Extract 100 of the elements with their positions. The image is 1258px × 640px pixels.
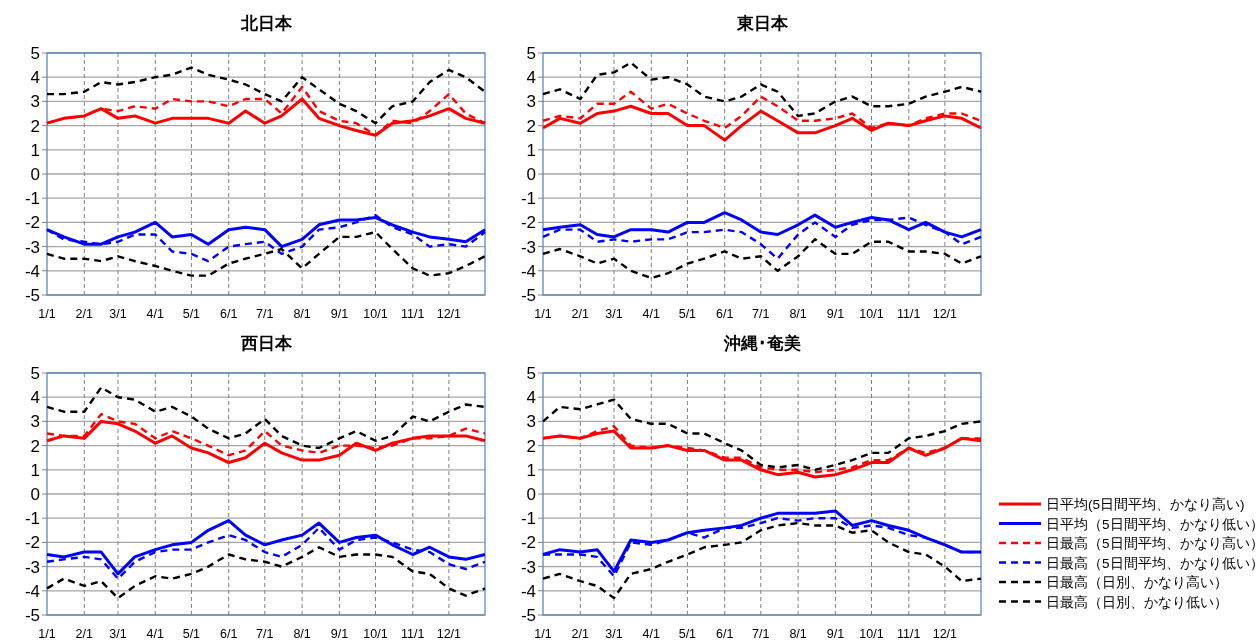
- x-tick-label: 5/1: [182, 627, 201, 640]
- line-series: [541, 521, 983, 600]
- y-tick-label: 0: [30, 165, 40, 184]
- y-tick-label: 5: [30, 44, 40, 63]
- x-tick-label: 2/1: [571, 307, 590, 321]
- y-tick-label: -5: [24, 606, 40, 625]
- y-tick-label: -4: [24, 581, 40, 601]
- line-series: [541, 61, 983, 118]
- x-tick-label: 3/1: [109, 307, 127, 321]
- x-tick-label: 9/1: [826, 627, 845, 640]
- y-tick-label: -2: [24, 213, 40, 233]
- x-tick-label: 11/1: [897, 627, 921, 640]
- x-tick-label: 2/1: [75, 627, 94, 640]
- y-tick-label: 1: [526, 460, 536, 480]
- y-tick-label: 3: [526, 92, 536, 112]
- x-tick-label: 4/1: [146, 627, 165, 640]
- x-tick-label: 8/1: [789, 307, 807, 321]
- x-tick-label: 5/1: [182, 307, 201, 321]
- x-tick-label: 11/1: [401, 627, 425, 640]
- line-series: [45, 386, 487, 450]
- y-tick-label: 5: [526, 364, 536, 383]
- x-tick-label: 12/1: [932, 307, 958, 321]
- x-tick-label: 8/1: [293, 627, 311, 640]
- y-tick-label: -1: [520, 509, 536, 529]
- x-tick-label: 2/1: [75, 307, 94, 321]
- y-tick-label: -2: [520, 213, 536, 233]
- x-tick-label: 1/1: [38, 307, 56, 321]
- y-tick-label: -5: [24, 286, 40, 305]
- y-tick-label: -1: [24, 189, 40, 209]
- x-tick-label: 5/1: [678, 627, 697, 640]
- x-tick-label: 4/1: [642, 307, 661, 321]
- x-tick-label: 10/1: [859, 627, 884, 640]
- y-tick-label: 2: [30, 436, 40, 456]
- x-tick-label: 1/1: [534, 307, 552, 321]
- y-tick-label: 4: [526, 68, 536, 88]
- legend-label: 日最高（日別、かなり低い）: [1046, 594, 1228, 610]
- line-series: [45, 230, 487, 277]
- legend-label: 日平均(5日間平均、かなり高い): [1046, 497, 1245, 512]
- y-tick-label: 2: [526, 116, 536, 136]
- legend-label: 日平均（5日間平均、かなり低い）: [1046, 516, 1258, 532]
- x-tick-label: 5/1: [678, 307, 697, 321]
- chart-title: 東日本: [735, 14, 789, 33]
- y-tick-label: 1: [30, 460, 40, 480]
- chart-title: 沖縄･奄美: [722, 334, 801, 353]
- x-tick-label: 10/1: [859, 307, 884, 321]
- x-tick-label: 7/1: [256, 627, 274, 640]
- legend-label: 日最高（5日間平均、かなり低い）: [1046, 555, 1258, 571]
- y-tick-label: -4: [24, 261, 40, 281]
- x-tick-label: 9/1: [826, 307, 845, 321]
- x-tick-label: 12/1: [436, 627, 462, 640]
- x-tick-label: 6/1: [220, 627, 238, 640]
- y-tick-label: -1: [24, 509, 40, 529]
- x-tick-label: 4/1: [642, 627, 661, 640]
- y-tick-label: -5: [520, 286, 536, 305]
- x-tick-label: 2/1: [571, 627, 590, 640]
- y-tick-label: -3: [520, 237, 536, 257]
- y-tick-label: 2: [526, 436, 536, 456]
- y-tick-label: -4: [520, 581, 536, 601]
- x-tick-label: 11/1: [897, 307, 921, 321]
- y-tick-label: 5: [526, 44, 536, 63]
- y-tick-label: -5: [520, 606, 536, 625]
- line-series: [45, 519, 487, 576]
- y-tick-label: 1: [526, 140, 536, 160]
- x-tick-label: 8/1: [789, 627, 807, 640]
- x-tick-label: 1/1: [38, 627, 56, 640]
- x-tick-label: 6/1: [716, 627, 734, 640]
- line-series: [541, 398, 983, 471]
- y-tick-label: 3: [30, 92, 40, 112]
- y-tick-label: -3: [520, 557, 536, 577]
- line-series: [45, 66, 487, 125]
- y-tick-label: -1: [520, 189, 536, 209]
- y-tick-label: -2: [520, 533, 536, 553]
- legend-label: 日最高（5日間平均、かなり高い）: [1046, 536, 1258, 551]
- y-tick-label: 3: [526, 412, 536, 432]
- x-tick-label: 3/1: [605, 307, 623, 321]
- y-tick-label: -3: [24, 237, 40, 257]
- y-tick-label: 1: [30, 140, 40, 160]
- line-series: [45, 546, 487, 600]
- x-tick-label: 12/1: [932, 627, 958, 640]
- y-tick-label: -4: [520, 261, 536, 281]
- y-tick-label: 4: [30, 388, 40, 408]
- line-series: [541, 238, 983, 280]
- x-tick-label: 7/1: [752, 627, 770, 640]
- chart-title: 北日本: [239, 14, 293, 33]
- chart-title: 西日本: [239, 334, 293, 353]
- y-tick-label: 2: [30, 116, 40, 136]
- y-tick-label: 0: [526, 165, 536, 184]
- y-tick-label: 4: [30, 68, 40, 88]
- x-tick-label: 9/1: [330, 307, 349, 321]
- x-tick-label: 12/1: [436, 307, 462, 321]
- y-tick-label: -3: [24, 557, 40, 577]
- x-tick-label: 11/1: [401, 307, 425, 321]
- y-tick-label: 5: [30, 364, 40, 383]
- y-tick-label: -2: [24, 533, 40, 553]
- x-tick-label: 6/1: [716, 307, 734, 321]
- x-tick-label: 7/1: [752, 307, 770, 321]
- y-tick-label: 0: [526, 485, 536, 504]
- x-tick-label: 9/1: [330, 627, 349, 640]
- x-tick-label: 7/1: [256, 307, 274, 321]
- legend-label: 日最高（日別、かなり高い）: [1046, 575, 1228, 590]
